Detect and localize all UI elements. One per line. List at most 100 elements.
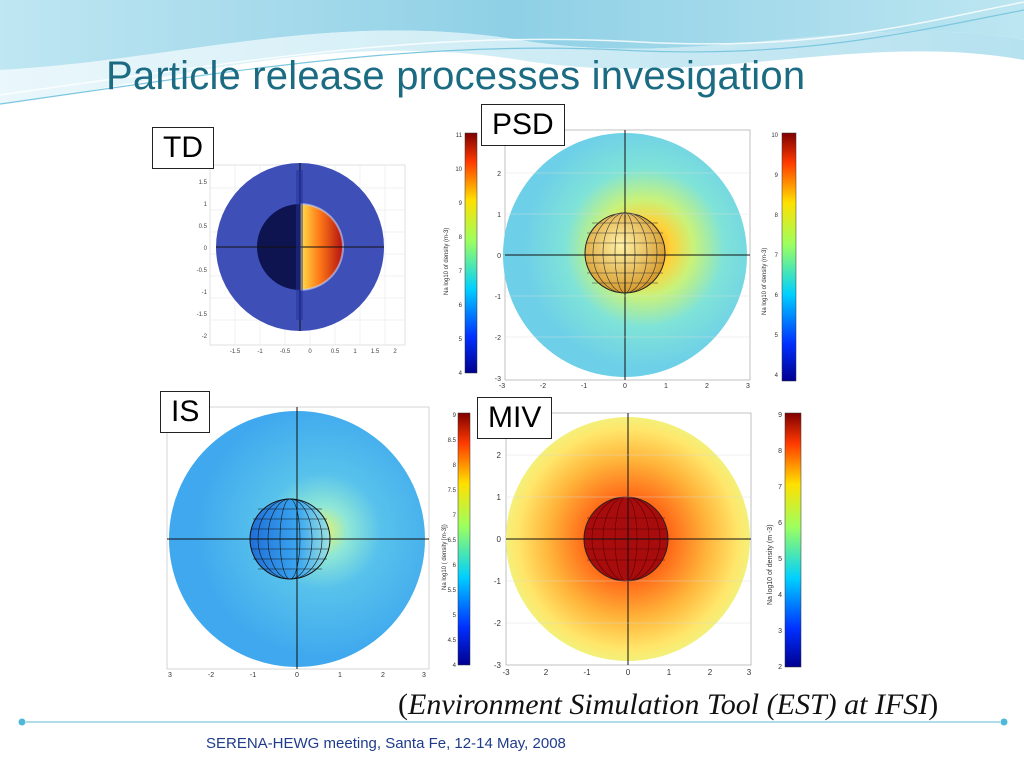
miv-y-tick: -2	[494, 619, 502, 628]
miv-lcbar-tick: 4	[453, 663, 457, 669]
psd-rcbar-tick: 7	[775, 253, 779, 259]
miv-rcbar-tick: 9	[778, 412, 782, 419]
td-x-tick: 0	[308, 349, 312, 355]
footer-text: SERENA-HEWG meeting, Santa Fe, 12-14 May…	[206, 735, 566, 752]
td-y-tick: 0.5	[199, 224, 208, 230]
miv-lcbar-tick: 7.5	[448, 488, 457, 494]
td-y-tick: -1	[202, 290, 208, 296]
psd-x-tick: 1	[664, 383, 668, 390]
miv-lcbar-tick: 9	[453, 413, 457, 419]
miv-y-tick: 2	[497, 451, 502, 460]
miv-x-tick: -3	[502, 668, 510, 677]
header-wave-decoration	[0, 0, 1024, 105]
psd-rcbar-tick: 9	[775, 173, 779, 179]
psd-x-tick: -3	[499, 383, 505, 390]
psd-lcbar-tick: 10	[455, 167, 462, 173]
psd-x-tick: 3	[746, 383, 750, 390]
slide-title: Particle release processes invesigation	[106, 54, 806, 98]
miv-x-tick: 0	[626, 668, 631, 677]
td-y-tick: -1.5	[197, 312, 208, 318]
miv-left-cbar-label: Na log10 ( density [m-3])	[442, 524, 448, 590]
caption-text: Environment Simulation Tool (EST) at IFS…	[408, 688, 929, 721]
psd-right-cbar-label: Na log10 of density (m-3)	[762, 248, 768, 315]
psd-plot: 11 10 9 8 7 6 5 4 Na log10 of density (m…	[444, 129, 797, 390]
psd-left-cbar-label: Na log10 of density (m-3)	[444, 228, 450, 295]
miv-right-colorbar	[784, 412, 802, 668]
td-x-tick: 1.5	[371, 349, 380, 355]
miv-y-tick: -1	[494, 577, 502, 586]
label-is: IS	[160, 391, 211, 433]
td-x-tick: 1	[353, 349, 357, 355]
psd-y-tick: -1	[495, 294, 501, 301]
td-y-tick: 1	[204, 202, 208, 208]
td-x-tick: -1.5	[230, 349, 241, 355]
panel-miv: 9 8.5 8 7.5 7 6.5 6 5.5 5 4.5 4 Na log10…	[438, 405, 818, 677]
psd-rcbar-tick: 10	[771, 133, 778, 139]
psd-left-colorbar	[464, 132, 478, 374]
panel-td: 1.5 1 0.5 0 -0.5 -1 -1.5 -2 -1.5 -1 -0.5…	[190, 160, 410, 360]
psd-y-tick: 0	[497, 253, 501, 260]
psd-right-colorbar	[781, 132, 797, 382]
caption: (Environment Simulation Tool (EST) at IF…	[398, 688, 938, 722]
td-x-tick: -0.5	[280, 349, 291, 355]
is-x-tick: 2	[381, 672, 385, 679]
miv-right-cbar-label: Na log10 of density (m -3)	[767, 524, 774, 605]
td-y-tick: 0	[204, 246, 208, 252]
miv-x-tick: 2	[708, 668, 713, 677]
label-psd: PSD	[481, 104, 565, 146]
psd-lcbar-tick: 7	[459, 269, 463, 275]
psd-y-tick: 1	[497, 212, 501, 219]
psd-x-tick: 2	[705, 383, 709, 390]
panel-is: 3 -2 -1 0 1 2 3	[165, 405, 430, 680]
psd-rcbar-tick: 5	[775, 333, 779, 339]
miv-rcbar-tick: 8	[778, 448, 782, 455]
psd-y-tick: 2	[497, 171, 501, 178]
psd-lcbar-tick: 5	[459, 337, 463, 343]
psd-rcbar-tick: 8	[775, 213, 779, 219]
psd-x-tick: -1	[581, 383, 587, 390]
psd-rcbar-tick: 4	[775, 373, 779, 379]
psd-y-tick: -2	[495, 335, 501, 342]
is-x-tick: -1	[250, 672, 256, 679]
is-x-tick: 1	[338, 672, 342, 679]
td-x-tick: 0.5	[331, 349, 340, 355]
td-y-tick: 1.5	[199, 180, 208, 186]
miv-lcbar-tick: 8	[453, 463, 457, 469]
is-x-tick: -2	[208, 672, 214, 679]
is-x-tick: 0	[295, 672, 299, 679]
miv-lcbar-tick: 4.5	[448, 638, 457, 644]
psd-y-tick: -3	[495, 376, 501, 383]
miv-rcbar-tick: 2	[778, 664, 782, 671]
is-plot: 3 -2 -1 0 1 2 3	[166, 406, 430, 679]
miv-lcbar-tick: 5.5	[448, 588, 457, 594]
miv-lcbar-tick: 5	[453, 613, 457, 619]
miv-x-tick: 2	[544, 668, 549, 677]
miv-rcbar-tick: 6	[778, 520, 782, 527]
psd-lcbar-tick: 9	[459, 201, 463, 207]
td-y-tick: -2	[202, 334, 208, 340]
psd-lcbar-tick: 6	[459, 303, 463, 309]
psd-lcbar-tick: 4	[459, 371, 463, 377]
miv-x-tick: 3	[747, 668, 752, 677]
panel-psd: 11 10 9 8 7 6 5 4 Na log10 of density (m…	[440, 125, 820, 395]
miv-y-tick: -3	[494, 661, 502, 670]
miv-left-colorbar	[457, 412, 471, 666]
label-td: TD	[152, 127, 214, 169]
miv-x-tick: 1	[667, 668, 672, 677]
miv-y-tick: 1	[497, 493, 502, 502]
miv-lcbar-tick: 8.5	[448, 438, 457, 444]
footer-divider	[18, 718, 1008, 726]
psd-lcbar-tick: 8	[459, 235, 463, 241]
miv-plot: 9 8.5 8 7.5 7 6.5 6 5.5 5 4.5 4 Na log10…	[442, 412, 802, 677]
miv-rcbar-tick: 4	[778, 592, 782, 599]
caption-open-paren: (	[398, 688, 408, 721]
td-x-tick: -1	[257, 349, 263, 355]
caption-close-paren: )	[928, 688, 939, 721]
miv-x-tick: -1	[583, 668, 591, 677]
miv-rcbar-tick: 7	[778, 484, 782, 491]
is-x-tick: 3	[168, 672, 172, 679]
td-x-tick: 2	[393, 349, 397, 355]
miv-lcbar-tick: 6	[453, 563, 457, 569]
psd-x-tick: 0	[623, 383, 627, 390]
